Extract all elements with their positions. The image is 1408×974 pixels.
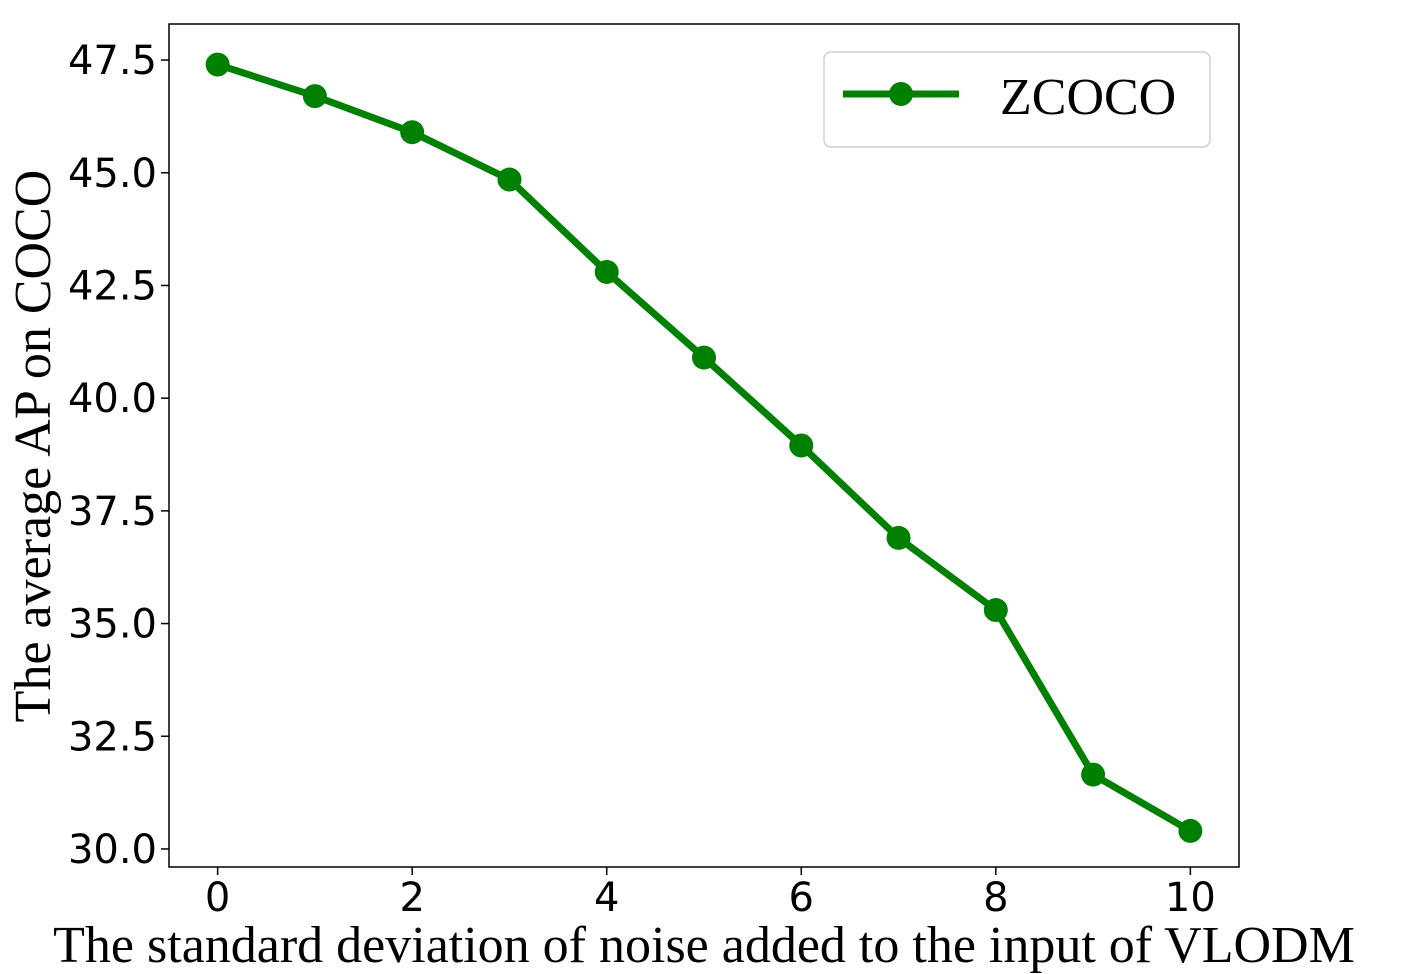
x-tick-label: 8	[983, 875, 1008, 921]
data-point	[983, 598, 1008, 623]
y-tick-label: 47.5	[68, 38, 157, 84]
plot-area	[168, 23, 1240, 868]
legend: ZCOCO	[823, 51, 1211, 148]
y-tick-label: 30.0	[68, 827, 157, 873]
y-tick-label: 45.0	[68, 151, 157, 197]
y-tick-label: 40.0	[68, 376, 157, 422]
x-tick-label: 4	[594, 875, 619, 921]
data-point	[302, 84, 327, 109]
y-tick-label: 35.0	[68, 602, 157, 648]
x-tick-label: 0	[205, 875, 230, 921]
data-point	[789, 433, 814, 458]
y-axis-label: The average AP on COCO	[5, 170, 62, 723]
data-point	[692, 345, 716, 370]
y-tick-label: 37.5	[68, 489, 157, 535]
x-tick-label: 2	[399, 875, 424, 921]
data-point	[1178, 818, 1203, 843]
data-point	[1081, 762, 1106, 787]
series-line-zcoco	[216, 61, 1193, 834]
series-layer	[205, 52, 1203, 843]
x-tick-label: 10	[1165, 875, 1216, 921]
y-tick-label: 42.5	[68, 263, 157, 309]
data-point	[205, 52, 230, 77]
data-point	[400, 120, 425, 145]
data-point	[594, 259, 619, 284]
y-axis: 30.0 32.5 35.0 37.5 40.0 42.5 45.0 47.5	[68, 38, 169, 873]
legend-marker	[889, 82, 913, 106]
x-tick-label: 6	[789, 875, 814, 921]
legend-label: ZCOCO	[1000, 69, 1176, 126]
data-point	[886, 525, 911, 550]
x-axis: 0 2 4 6 8 10	[205, 867, 1216, 921]
x-axis-label: The standard deviation of noise added to…	[53, 917, 1355, 974]
legend-box	[823, 51, 1211, 148]
y-tick-label: 32.5	[68, 714, 157, 760]
data-point	[497, 167, 522, 192]
